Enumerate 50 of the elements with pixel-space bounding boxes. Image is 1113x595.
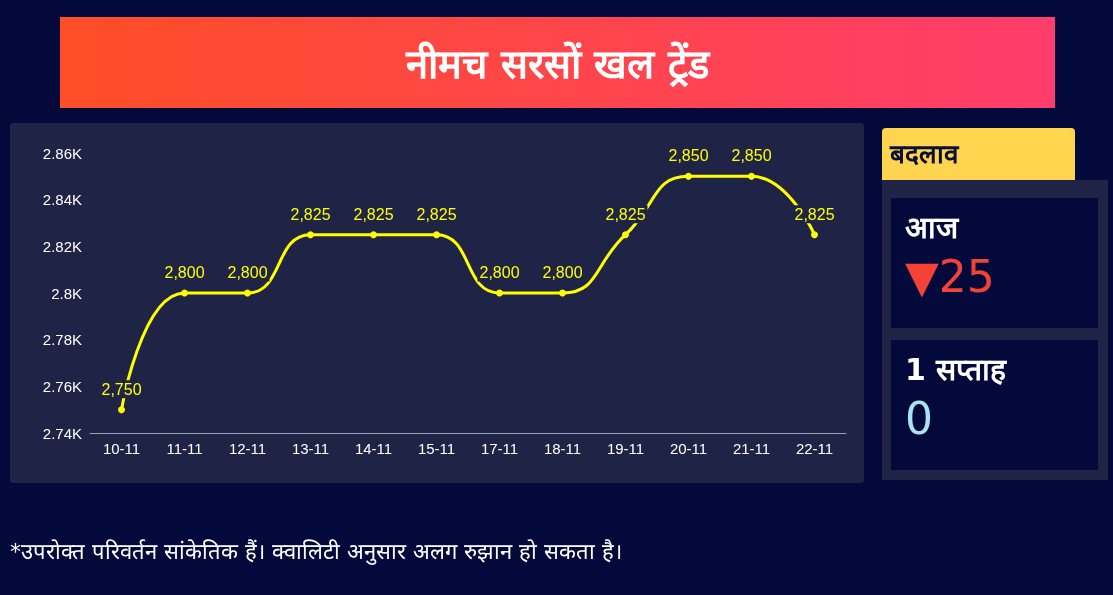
data-label: 2,825 xyxy=(605,205,646,223)
point xyxy=(370,231,377,239)
x-tick-label: 15-11 xyxy=(417,440,456,457)
x-tick-label: 21-11 xyxy=(732,440,771,457)
y-tick-label: 2.76K xyxy=(42,377,82,395)
data-label: 2,800 xyxy=(479,264,520,281)
data-label: 2,800 xyxy=(542,264,583,281)
x-tick-label: 20-11 xyxy=(669,440,708,457)
x-tick-label: 18-11 xyxy=(543,440,582,457)
y-tick-label: 2.86K xyxy=(42,144,82,162)
point xyxy=(181,289,188,297)
x-tick-label: 22-11 xyxy=(795,440,834,457)
data-label: 2,825 xyxy=(794,205,835,223)
y-tick-label: 2.84K xyxy=(42,191,82,209)
data-label: 2,825 xyxy=(290,205,331,223)
text: *उपरोक्त परिवर्तन सांकेतिक हैं। क्वालिटी अनुसार अलग रुझान हो सकता है। xyxy=(10,538,622,565)
x-tick-label: 14-11 xyxy=(354,440,393,457)
text: 0 xyxy=(905,393,934,444)
x-tick-label: 10-11 xyxy=(102,440,141,457)
text: आज xyxy=(905,209,961,247)
data-label: 2,850 xyxy=(668,147,709,165)
data-label: 2,800 xyxy=(227,264,268,281)
data-label: 2,800 xyxy=(164,264,205,281)
point xyxy=(811,231,818,239)
x-tick-label: 19-11 xyxy=(606,440,645,457)
text: ▼25 xyxy=(905,251,996,302)
point xyxy=(118,406,125,414)
y-tick-label: 2.74K xyxy=(42,424,82,442)
data-label: 2,825 xyxy=(353,205,394,223)
point xyxy=(307,231,314,239)
data-label: 2,850 xyxy=(731,147,772,165)
x-tick-label: 11-11 xyxy=(166,440,203,457)
x-tick-label: 13-11 xyxy=(291,440,330,457)
x-tick-label: 17-11 xyxy=(480,440,519,457)
point xyxy=(748,172,755,180)
text: 1 सप्ताह xyxy=(905,351,1008,389)
text: बदलाव xyxy=(882,128,1075,180)
y-tick-label: 2.78K xyxy=(42,331,82,349)
y-tick-label: 2.82K xyxy=(42,237,82,255)
data-label: 2,825 xyxy=(416,205,457,223)
point xyxy=(433,231,440,239)
data-label: 2,750 xyxy=(101,380,142,398)
point xyxy=(244,289,251,297)
chart-title: नीमच सरसों खल ट्रेंड xyxy=(60,17,1055,108)
point xyxy=(685,172,692,180)
point xyxy=(496,289,503,297)
y-tick-label: 2.8K xyxy=(51,284,82,302)
point xyxy=(622,231,629,239)
x-tick-label: 12-11 xyxy=(228,440,267,457)
point xyxy=(559,289,566,297)
